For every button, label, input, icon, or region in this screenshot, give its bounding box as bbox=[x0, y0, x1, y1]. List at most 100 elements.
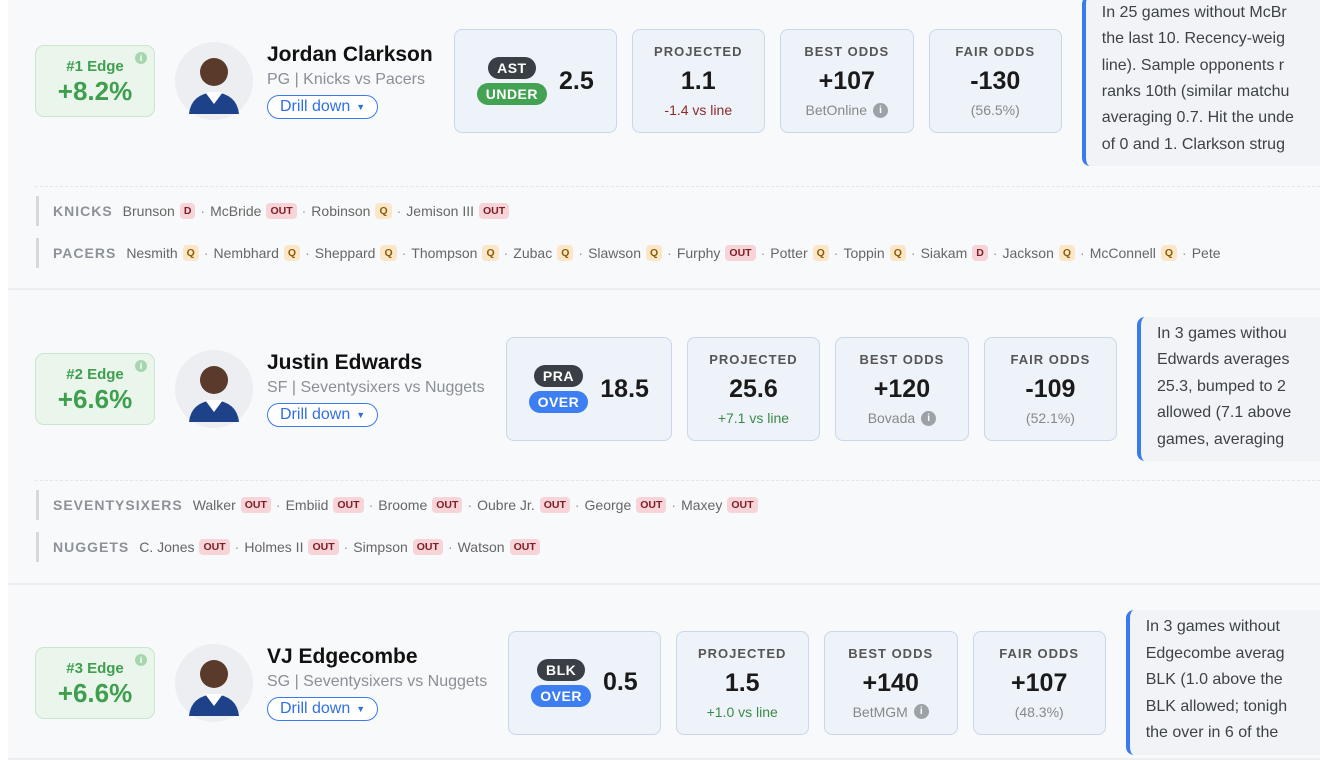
injured-player[interactable]: Oubre Jr. bbox=[477, 497, 535, 513]
best-odds-label: BEST ODDS bbox=[804, 44, 890, 59]
avatar bbox=[175, 643, 253, 722]
drill-down-button[interactable]: Drill down ▼ bbox=[267, 696, 379, 721]
injured-player[interactable]: Thompson bbox=[411, 245, 478, 261]
projected-box: PROJECTED 1.1 -1.4 vs line bbox=[631, 29, 765, 133]
note-line: the last 10. Recency-weig bbox=[1101, 30, 1285, 48]
best-odds-label: BEST ODDS bbox=[859, 352, 945, 367]
separator: · bbox=[667, 245, 672, 261]
injured-player[interactable]: Nesmith bbox=[126, 245, 178, 261]
injured-player[interactable]: Walker bbox=[192, 497, 236, 513]
status-badge: OUT bbox=[539, 497, 570, 513]
status-badge: OUT bbox=[432, 497, 463, 513]
best-odds-box: BEST ODDS +120 Bovada i bbox=[834, 337, 969, 441]
edge-rank: #1 Edge bbox=[66, 58, 124, 75]
market-box: AST UNDER 2.5 bbox=[453, 29, 617, 133]
separator: · bbox=[203, 245, 209, 261]
fair-odds-box: FAIR ODDS +107 (48.3%) bbox=[972, 630, 1106, 735]
injured-player[interactable]: McConnell bbox=[1089, 245, 1156, 261]
injured-player[interactable]: Brunson bbox=[122, 203, 175, 219]
injured-player[interactable]: McBride bbox=[210, 203, 262, 219]
side-pill: OVER bbox=[531, 684, 591, 707]
status-badge: Q bbox=[380, 245, 397, 261]
player-meta: SG | Seventysixers vs Nuggets bbox=[267, 672, 488, 690]
market-box: BLK OVER 0.5 bbox=[508, 630, 661, 735]
info-icon[interactable]: i bbox=[135, 52, 147, 64]
separator: · bbox=[671, 497, 677, 513]
analysis-note: In 3 games withou Edwards averages 25.3, b… bbox=[1136, 316, 1320, 462]
player-meta: SF | Seventysixers vs Nuggets bbox=[267, 379, 485, 396]
team-name: SEVENTYSIXERS bbox=[53, 497, 183, 513]
injured-player[interactable]: Slawson bbox=[588, 245, 641, 261]
injured-player[interactable]: George bbox=[584, 497, 632, 513]
fair-odds-value: +107 bbox=[1011, 668, 1068, 697]
player-name[interactable]: Jordan Clarkson bbox=[267, 43, 433, 66]
status-badge: Q bbox=[375, 203, 392, 219]
market-pill: BLK bbox=[536, 658, 586, 681]
analysis-note: In 25 games without McBr the last 10. Rec… bbox=[1081, 0, 1320, 167]
best-odds-value: +107 bbox=[818, 67, 875, 95]
injured-player[interactable]: Broome bbox=[378, 497, 428, 513]
injured-player[interactable]: Watson bbox=[457, 539, 505, 555]
fair-odds-pct: (56.5%) bbox=[970, 102, 1020, 118]
best-odds-value: +120 bbox=[873, 375, 931, 403]
chevron-down-icon: ▼ bbox=[356, 102, 366, 112]
status-badge: Q bbox=[283, 245, 301, 261]
status-badge: Q bbox=[645, 245, 663, 261]
injured-player[interactable]: Zubac bbox=[513, 245, 553, 261]
avatar bbox=[175, 42, 253, 120]
injured-player[interactable]: Holmes II bbox=[244, 539, 304, 555]
fair-odds-box: FAIR ODDS -130 (56.5%) bbox=[928, 29, 1062, 133]
drill-down-button[interactable]: Drill down ▼ bbox=[267, 95, 379, 119]
status-badge: OUT bbox=[266, 203, 297, 219]
status-badge: Q bbox=[1058, 245, 1076, 261]
injured-player[interactable]: Toppin bbox=[843, 245, 885, 261]
matchup: Seventysixers vs Nuggets bbox=[300, 379, 485, 396]
prop-card: #1 Edge +8.2% i Jordan Clarkson PG | Kni… bbox=[8, 0, 1320, 290]
separator: · bbox=[401, 245, 407, 261]
fair-odds-value: -130 bbox=[970, 67, 1021, 95]
projected-label: PROJECTED bbox=[697, 645, 787, 661]
injured-player[interactable]: Jackson bbox=[1002, 245, 1054, 261]
injured-player[interactable]: Embiid bbox=[285, 497, 329, 513]
injured-player[interactable]: Potter bbox=[770, 245, 808, 261]
chevron-down-icon: ▼ bbox=[356, 703, 366, 714]
edge-rank: #3 Edge bbox=[66, 659, 124, 677]
separator: · bbox=[305, 245, 310, 261]
edge-badge: #2 Edge +6.6% i bbox=[35, 353, 155, 425]
team-name: KNICKS bbox=[53, 203, 113, 219]
injured-player[interactable]: Jemison III bbox=[406, 203, 474, 219]
injured-player[interactable]: C. Jones bbox=[139, 539, 195, 555]
injured-player[interactable]: Robinson bbox=[311, 203, 371, 219]
injured-player[interactable]: Sheppard bbox=[314, 245, 376, 261]
player-name[interactable]: VJ Edgecombe bbox=[267, 644, 418, 668]
status-badge: OUT bbox=[199, 539, 230, 555]
info-icon[interactable]: i bbox=[913, 704, 929, 719]
drill-down-button[interactable]: Drill down ▼ bbox=[267, 403, 379, 427]
status-badge: OUT bbox=[333, 497, 364, 513]
info-icon[interactable]: i bbox=[135, 653, 147, 666]
projected-diff: +1.0 vs line bbox=[706, 703, 778, 720]
injured-player[interactable]: Nembhard bbox=[213, 245, 279, 261]
player-name[interactable]: Justin Edwards bbox=[267, 351, 423, 374]
projected-box: PROJECTED 25.6 +7.1 vs line bbox=[686, 337, 820, 441]
position: SG bbox=[267, 672, 291, 690]
info-icon[interactable]: i bbox=[921, 410, 937, 426]
injured-player[interactable]: Maxey bbox=[681, 497, 723, 513]
info-icon[interactable]: i bbox=[873, 102, 888, 118]
projected-value: 25.6 bbox=[729, 375, 778, 403]
prop-card: #2 Edge +6.6% i Justin Edwards SF | Seve… bbox=[8, 290, 1320, 585]
injured-player[interactable]: Pete bbox=[1191, 245, 1221, 261]
separator: · bbox=[343, 539, 349, 555]
injured-player[interactable]: Siakam bbox=[920, 245, 968, 261]
note-line: allowed (7.1 above bbox=[1156, 404, 1292, 422]
injured-player[interactable]: Furphy bbox=[676, 245, 721, 261]
matchup: Seventysixers vs Nuggets bbox=[303, 672, 488, 690]
injured-player[interactable]: Simpson bbox=[353, 539, 408, 555]
best-odds-box: BEST ODDS +107 BetOnline i bbox=[779, 29, 914, 133]
drill-down-label: Drill down bbox=[280, 406, 351, 423]
note-line: In 3 games withou bbox=[1156, 324, 1287, 342]
projected-label: PROJECTED bbox=[709, 352, 798, 367]
side-pill: OVER bbox=[528, 391, 589, 413]
info-icon[interactable]: i bbox=[135, 360, 147, 372]
team-name: PACERS bbox=[53, 245, 117, 261]
